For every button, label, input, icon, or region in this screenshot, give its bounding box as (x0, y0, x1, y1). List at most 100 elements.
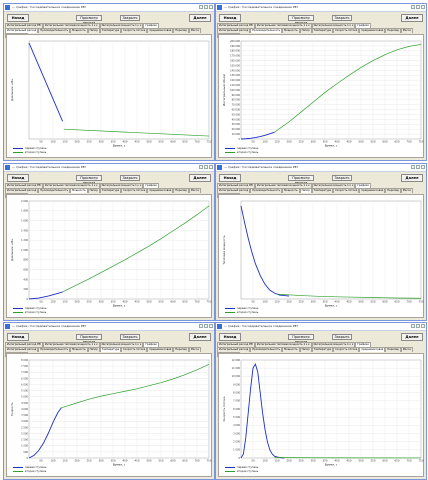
chart-tab-6[interactable]: Среднемассовая (359, 28, 386, 33)
chart-tab-8[interactable]: Масса (188, 28, 201, 33)
forward-button[interactable]: Далее (401, 333, 423, 341)
top-tab-0[interactable]: Интегральный расход PEI (217, 183, 255, 188)
chart-tab-2[interactable]: Мощность (282, 347, 300, 352)
save-button[interactable]: Закрыть (332, 175, 352, 181)
top-tab-1[interactable]: Интегральная тепловая мощность 1 к к (254, 183, 312, 188)
chart-tab-4[interactable]: Температура (311, 28, 334, 33)
minimize-icon[interactable] (411, 324, 415, 328)
print-preview-button[interactable]: Просмотр печати (76, 15, 102, 25)
forward-button[interactable]: Далее (401, 174, 423, 182)
back-button[interactable]: Назад (7, 14, 29, 22)
print-preview-button[interactable]: Просмотр печати (288, 15, 314, 25)
top-tab-0[interactable]: Интегральный расход PEI (5, 183, 43, 188)
chart-tab-5[interactable]: Скорость потока (333, 188, 360, 193)
top-tab-2[interactable]: Интегральная мощность 1 к к (311, 183, 356, 188)
close-icon[interactable] (209, 324, 213, 328)
back-button[interactable]: Назад (7, 174, 29, 182)
save-button[interactable]: Закрыть (120, 334, 140, 340)
save-button[interactable]: Закрыть (332, 15, 352, 21)
top-tab-2[interactable]: Интегральная мощность 1 к к (311, 23, 356, 28)
chart-tab-2[interactable]: Мощность (70, 28, 88, 33)
forward-button[interactable]: Далее (189, 14, 211, 22)
back-button[interactable]: Назад (7, 333, 29, 341)
forward-button[interactable]: Далее (189, 174, 211, 182)
chart-tab-1[interactable]: Производительность (38, 28, 71, 33)
chart-tab-3[interactable]: Напор (87, 347, 100, 352)
chart-tab-7[interactable]: Перепад (173, 347, 189, 352)
top-tab-0[interactable]: Интегральный расход PEI (217, 342, 255, 347)
chart-tab-8[interactable]: Масса (400, 188, 413, 193)
save-button[interactable]: Закрыть (120, 15, 140, 21)
chart-tab-1[interactable]: Производительность (38, 188, 71, 193)
maximize-icon[interactable] (416, 324, 420, 328)
chart-tab-6[interactable]: Среднемассовая (147, 188, 174, 193)
top-tab-2[interactable]: Интегральная мощность 1 к к (99, 342, 144, 347)
save-button[interactable]: Закрыть (120, 175, 140, 181)
chart-tab-3[interactable]: Напор (87, 28, 100, 33)
minimize-icon[interactable] (411, 5, 415, 9)
top-tab-1[interactable]: Интегральная тепловая мощность 1 к к (254, 23, 312, 28)
chart-tab-6[interactable]: Среднемассовая (147, 347, 174, 352)
top-tab-0[interactable]: Интегральный расход PEI (5, 342, 43, 347)
close-icon[interactable] (421, 165, 425, 169)
chart-tab-8[interactable]: Масса (188, 347, 201, 352)
maximize-icon[interactable] (204, 5, 208, 9)
chart-tab-4[interactable]: Температура (99, 28, 122, 33)
forward-button[interactable]: Далее (189, 333, 211, 341)
top-tab-0[interactable]: Интегральный расход PEI (5, 23, 43, 28)
chart-tab-1[interactable]: Производительность (250, 28, 283, 33)
chart-tab-0[interactable]: Интегральный расход (217, 347, 251, 352)
top-tab-1[interactable]: Интегральная тепловая мощность 1 к к (42, 342, 100, 347)
maximize-icon[interactable] (204, 165, 208, 169)
minimize-icon[interactable] (199, 165, 203, 169)
chart-tab-5[interactable]: Скорость потока (121, 347, 148, 352)
chart-tab-0[interactable]: Интегральный расход (217, 28, 251, 33)
chart-tab-7[interactable]: Перепад (173, 188, 189, 193)
close-icon[interactable] (209, 5, 213, 9)
top-tab-3[interactable]: Графики (143, 183, 159, 188)
top-tab-2[interactable]: Интегральная мощность 1 к к (99, 23, 144, 28)
chart-tab-5[interactable]: Скорость потока (121, 28, 148, 33)
chart-tab-0[interactable]: Интегральный расход (5, 347, 39, 352)
top-tab-1[interactable]: Интегральная тепловая мощность 1 к к (42, 23, 100, 28)
back-button[interactable]: Назад (219, 174, 241, 182)
chart-tab-4[interactable]: Температура (311, 188, 334, 193)
top-tab-1[interactable]: Интегральная тепловая мощность 1 к к (254, 342, 312, 347)
back-button[interactable]: Назад (219, 14, 241, 22)
chart-tab-3[interactable]: Напор (299, 28, 312, 33)
chart-tab-2[interactable]: Мощность (70, 347, 88, 352)
chart-tab-7[interactable]: Перепад (173, 28, 189, 33)
chart-tab-2[interactable]: Мощность (282, 188, 300, 193)
chart-tab-4[interactable]: Температура (99, 347, 122, 352)
close-icon[interactable] (209, 165, 213, 169)
chart-tab-7[interactable]: Перепад (385, 28, 401, 33)
chart-tab-4[interactable]: Температура (311, 347, 334, 352)
chart-tab-8[interactable]: Масса (188, 188, 201, 193)
chart-tab-5[interactable]: Скорость потока (333, 347, 360, 352)
top-tab-3[interactable]: Графики (355, 183, 371, 188)
chart-tab-3[interactable]: Напор (87, 188, 100, 193)
print-preview-button[interactable]: Просмотр печати (76, 175, 102, 185)
chart-tab-2[interactable]: Мощность (282, 28, 300, 33)
save-button[interactable]: Закрыть (332, 334, 352, 340)
top-tab-1[interactable]: Интегральная тепловая мощность 1 к к (42, 183, 100, 188)
chart-tab-8[interactable]: Масса (400, 28, 413, 33)
close-icon[interactable] (421, 5, 425, 9)
maximize-icon[interactable] (416, 165, 420, 169)
minimize-icon[interactable] (199, 5, 203, 9)
chart-tab-0[interactable]: Интегральный расход (5, 28, 39, 33)
chart-tab-1[interactable]: Производительность (38, 347, 71, 352)
chart-tab-8[interactable]: Масса (400, 347, 413, 352)
maximize-icon[interactable] (204, 324, 208, 328)
top-tab-2[interactable]: Интегральная мощность 1 к к (311, 342, 356, 347)
top-tab-3[interactable]: Графики (143, 342, 159, 347)
chart-tab-0[interactable]: Интегральный расход (5, 188, 39, 193)
chart-tab-6[interactable]: Среднемассовая (359, 347, 386, 352)
back-button[interactable]: Назад (219, 333, 241, 341)
chart-tab-3[interactable]: Напор (299, 188, 312, 193)
chart-tab-4[interactable]: Температура (99, 188, 122, 193)
chart-tab-7[interactable]: Перепад (385, 347, 401, 352)
top-tab-3[interactable]: Графики (355, 342, 371, 347)
top-tab-2[interactable]: Интегральная мощность 1 к к (99, 183, 144, 188)
print-preview-button[interactable]: Просмотр печати (76, 334, 102, 344)
